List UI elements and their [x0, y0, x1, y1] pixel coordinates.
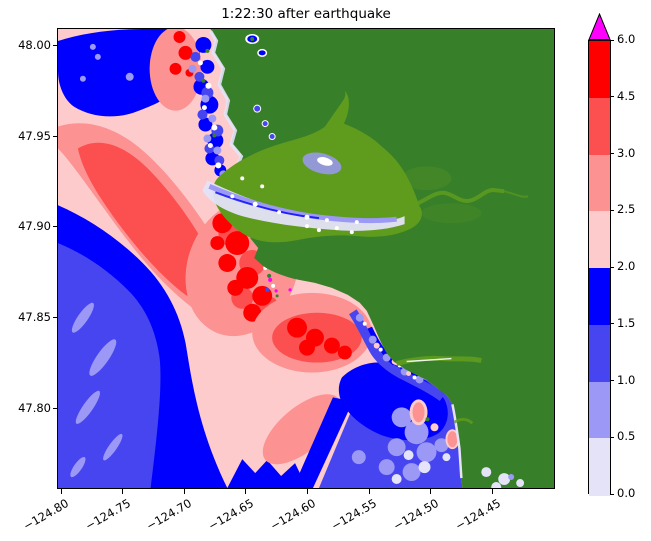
- x-tick-label: −124.70: [144, 496, 195, 534]
- colorbar-over-arrow: [588, 13, 611, 40]
- x-tick-label: −124.55: [329, 496, 380, 534]
- southeast-shore-patches: [425, 417, 525, 488]
- colorbar-tick-label: 2.0: [617, 259, 636, 273]
- x-tick-label: −124.60: [267, 496, 318, 534]
- y-tick-label: 47.85: [18, 310, 51, 325]
- y-tick-label: 48.00: [18, 37, 51, 52]
- colorbar-tick-mark: [610, 323, 614, 325]
- colorbar-segment: [589, 381, 610, 439]
- colorbar-tick-label: 4.5: [617, 88, 636, 103]
- y-tick-mark: [52, 226, 57, 228]
- colorbar-tick-mark: [610, 153, 614, 154]
- x-tick-mark: [307, 489, 309, 494]
- colorbar-tick-mark: [610, 493, 614, 495]
- y-tick-mark: [52, 44, 57, 46]
- colorbar-tick-label: 1.5: [617, 315, 636, 330]
- x-tick-label: −124.80: [20, 496, 71, 534]
- x-tick-mark: [122, 489, 124, 494]
- offshore-southwest-blues: [58, 205, 307, 488]
- y-tick-label: 47.80: [18, 400, 51, 415]
- plot-area: [57, 28, 555, 489]
- colorbar-tick-label: 6.0: [617, 32, 636, 46]
- colorbar-segment: [589, 438, 610, 496]
- colorbar-tick-label: 0.0: [617, 486, 636, 500]
- x-tick-label: −124.45: [452, 496, 503, 534]
- colorbar-tick-label: 3.0: [617, 145, 636, 160]
- y-tick-label: 47.95: [18, 128, 51, 143]
- colorbar-tick-mark: [610, 39, 614, 41]
- y-tick-mark: [52, 407, 57, 409]
- colorbar-segment: [589, 268, 610, 326]
- y-tick-label: 47.90: [18, 219, 51, 234]
- colorbar-segment: [589, 97, 610, 155]
- colorbar-segment: [589, 211, 610, 269]
- colorbar-tick-mark: [610, 96, 614, 98]
- estuary-channels: [202, 152, 405, 235]
- colorbar: [588, 40, 611, 496]
- x-tick-mark: [183, 489, 185, 494]
- colorbar-tick-label: 2.5: [617, 202, 636, 217]
- chart-title: 1:22:30 after earthquake: [221, 6, 391, 22]
- x-tick-mark: [60, 489, 62, 494]
- colorbar-tick-mark: [610, 380, 614, 381]
- x-tick-mark: [492, 489, 494, 494]
- coastal-ponds: [245, 33, 276, 141]
- x-tick-label: −124.50: [390, 496, 441, 534]
- colorbar-tick-label: 0.5: [617, 429, 636, 444]
- x-tick-mark: [430, 489, 432, 494]
- coast-fringe: [208, 30, 245, 178]
- over-range-specks: [268, 277, 292, 293]
- southern-bay: [318, 362, 463, 488]
- x-tick-mark: [245, 489, 247, 494]
- southeast-coast-blue-ribbon: [349, 309, 446, 402]
- south-river: [395, 355, 482, 425]
- colorbar-tick-mark: [610, 209, 614, 211]
- colorbar-segment: [589, 154, 610, 212]
- y-tick-mark: [52, 135, 57, 137]
- colorbar-tick-mark: [610, 436, 614, 438]
- colorbar-tick-mark: [610, 266, 614, 268]
- headland-red-cluster: [252, 292, 372, 373]
- over-arrow-triangle: [588, 13, 611, 40]
- x-tick-mark: [368, 489, 370, 494]
- contour-map: [58, 29, 554, 488]
- y-tick-mark: [52, 317, 57, 319]
- x-tick-label: −124.65: [205, 496, 256, 534]
- x-tick-label: −124.75: [82, 496, 133, 534]
- colorbar-tick-label: 1.0: [617, 372, 636, 387]
- south-coast-fringe: [451, 404, 463, 479]
- colorbar-segment: [589, 324, 610, 382]
- south-coast-waves: [262, 394, 353, 488]
- colorbar-segment: [589, 41, 610, 99]
